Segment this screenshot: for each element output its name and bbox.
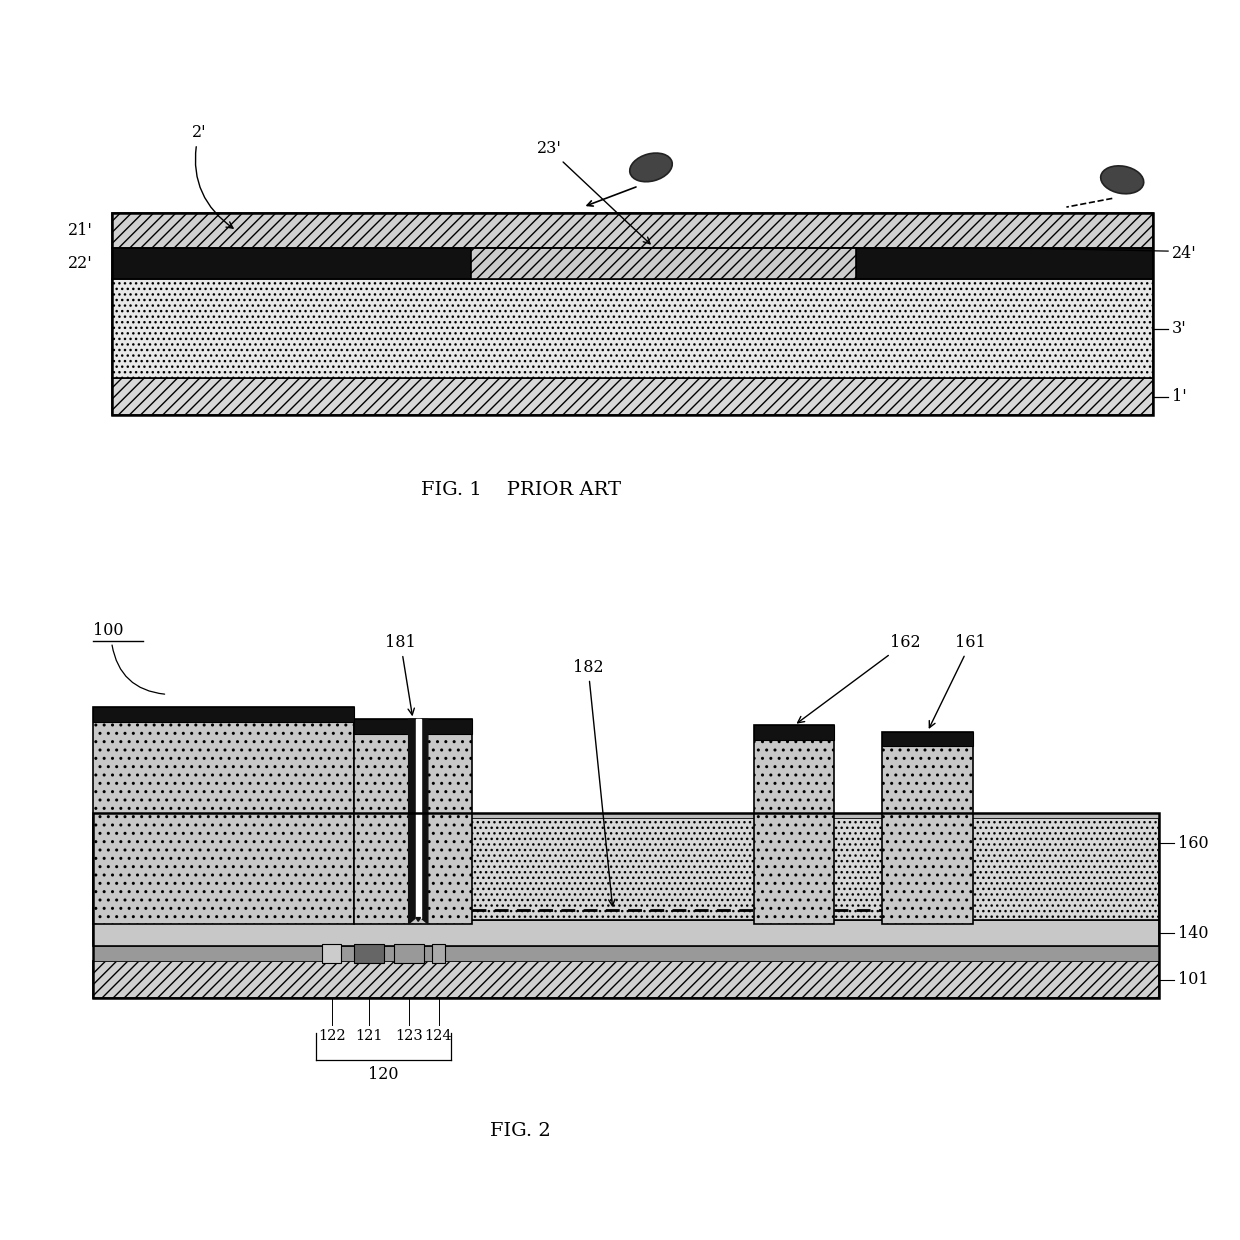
- Bar: [93, 813, 1159, 818]
- Bar: [355, 944, 384, 963]
- Text: 21': 21': [68, 222, 93, 239]
- Bar: [322, 944, 341, 963]
- Text: 161: 161: [929, 634, 986, 728]
- Text: 124: 124: [425, 1029, 453, 1043]
- Bar: [93, 920, 1159, 946]
- Polygon shape: [409, 734, 415, 918]
- Text: 1': 1': [1172, 388, 1187, 405]
- Bar: [112, 279, 1153, 378]
- Bar: [882, 732, 972, 746]
- Polygon shape: [420, 719, 428, 924]
- Bar: [93, 707, 355, 722]
- Ellipse shape: [1101, 166, 1143, 193]
- Text: 120: 120: [368, 1066, 399, 1084]
- Bar: [754, 725, 835, 924]
- Text: 22': 22': [68, 255, 93, 272]
- Text: 181: 181: [386, 634, 415, 715]
- Text: 123: 123: [394, 1029, 423, 1043]
- Bar: [112, 248, 471, 279]
- Polygon shape: [409, 719, 415, 924]
- Text: 122: 122: [319, 1029, 346, 1043]
- Bar: [355, 719, 471, 734]
- Text: 2': 2': [192, 124, 233, 228]
- Bar: [112, 378, 1153, 415]
- Text: 162: 162: [797, 634, 921, 723]
- Bar: [93, 946, 1159, 961]
- Bar: [93, 961, 1159, 998]
- Text: 101: 101: [1178, 971, 1209, 988]
- Text: 100: 100: [93, 621, 124, 639]
- Bar: [754, 725, 835, 740]
- Bar: [112, 213, 1153, 415]
- Text: 182: 182: [573, 658, 615, 906]
- Text: FIG. 1    PRIOR ART: FIG. 1 PRIOR ART: [420, 481, 621, 498]
- Ellipse shape: [630, 153, 672, 182]
- Bar: [355, 719, 471, 924]
- Polygon shape: [409, 734, 415, 918]
- Bar: [857, 248, 1153, 279]
- Bar: [882, 732, 972, 924]
- Bar: [93, 813, 1159, 998]
- Bar: [93, 818, 1159, 920]
- Polygon shape: [415, 918, 420, 921]
- Text: 24': 24': [1172, 246, 1197, 262]
- Text: 23': 23': [537, 140, 650, 244]
- Bar: [394, 944, 424, 963]
- Bar: [471, 248, 857, 279]
- Bar: [93, 707, 355, 924]
- Text: 160: 160: [1178, 835, 1209, 852]
- Bar: [112, 213, 1153, 248]
- Text: 3': 3': [1172, 320, 1187, 337]
- Text: FIG. 2: FIG. 2: [491, 1122, 551, 1140]
- Text: 140: 140: [1178, 925, 1209, 941]
- Bar: [432, 944, 445, 963]
- Text: 121: 121: [356, 1029, 383, 1043]
- Polygon shape: [415, 719, 420, 918]
